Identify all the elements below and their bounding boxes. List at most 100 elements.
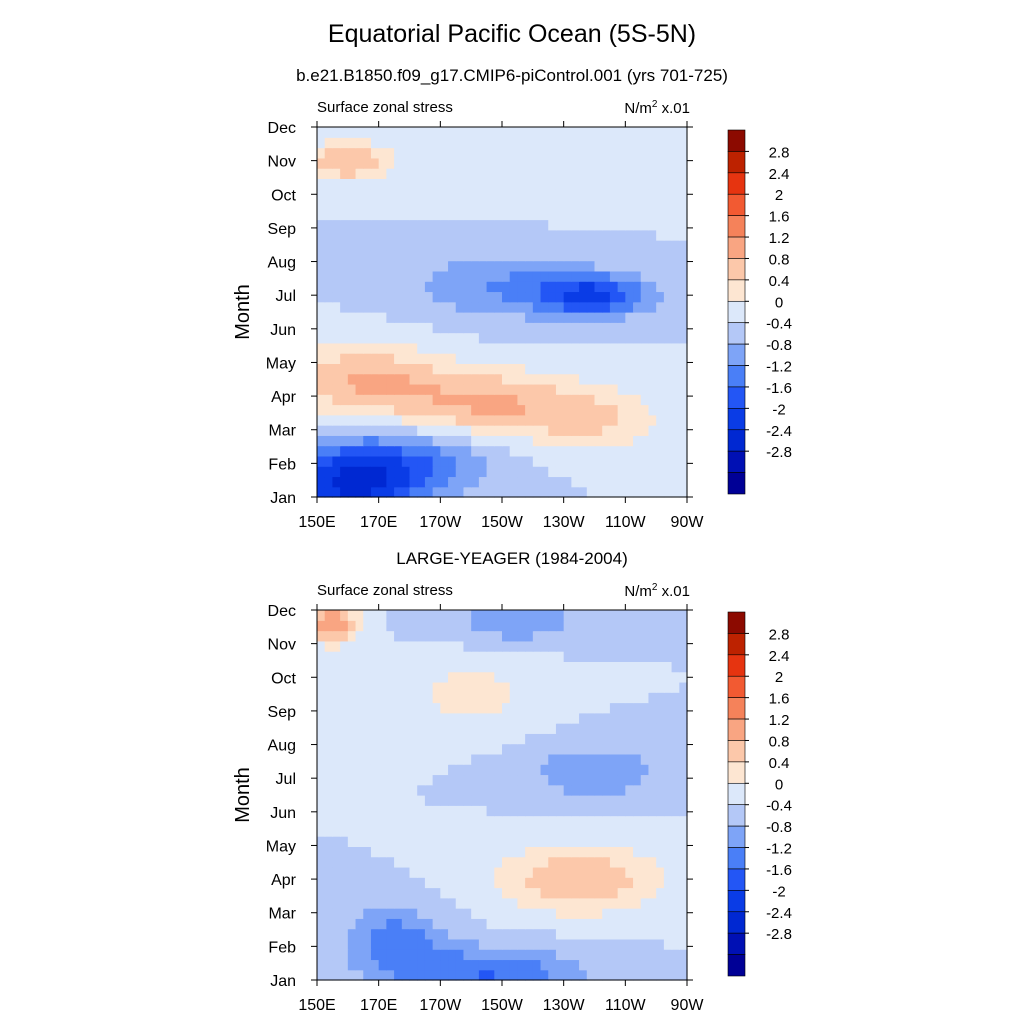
field-cell: [463, 281, 472, 293]
field-cell: [617, 363, 626, 375]
field-cell: [448, 260, 457, 272]
field-cell: [424, 928, 434, 940]
field-cell: [486, 373, 495, 385]
colorbar-box: [727, 697, 746, 720]
field-cell: [363, 270, 372, 282]
field-cell: [602, 630, 611, 642]
field-cell: [633, 702, 642, 714]
field-cell: [633, 640, 642, 652]
field-cell: [394, 383, 403, 395]
field-cell: [386, 383, 395, 395]
field-cell: [509, 229, 519, 241]
field-cell: [378, 661, 387, 673]
field-cell: [609, 250, 619, 262]
field-cell: [656, 908, 665, 919]
field-cell: [671, 723, 680, 734]
field-cell: [648, 250, 657, 262]
field-cell: [347, 353, 357, 364]
field-cell: [563, 651, 572, 662]
field-cell: [332, 753, 341, 765]
field-cell: [594, 723, 603, 734]
field-cell: [332, 219, 341, 231]
field-cell: [324, 342, 334, 354]
field-cell: [494, 322, 503, 334]
field-cell: [633, 661, 642, 673]
field-cell: [386, 270, 395, 282]
field-cell: [671, 270, 680, 282]
field-cell: [494, 198, 503, 210]
field-cell: [571, 743, 580, 755]
field-cell: [432, 640, 441, 652]
field-cell: [609, 784, 619, 796]
field-cell: [478, 661, 488, 673]
field-cell: [571, 455, 580, 467]
field-cell: [448, 342, 457, 354]
colorbar-label: -1.6: [766, 862, 792, 879]
field-cell: [471, 877, 480, 889]
field-cell: [463, 856, 472, 868]
field-cell: [548, 353, 557, 364]
field-cell: [424, 260, 434, 272]
colorbar-box: [727, 611, 746, 634]
field-cell: [478, 394, 488, 406]
field-cell: [579, 455, 588, 467]
field-cell: [633, 620, 642, 632]
field-cell: [317, 425, 326, 436]
field-cell: [594, 908, 603, 919]
colorbar-box: [727, 782, 746, 806]
field-cell: [409, 198, 418, 210]
field-cell: [440, 908, 449, 919]
field-cell: [602, 928, 611, 940]
field-cell: [471, 908, 480, 919]
field-cell: [340, 178, 349, 190]
field-cell: [355, 702, 364, 714]
field-cell: [324, 301, 334, 313]
field-cell: [586, 640, 596, 652]
field-cell: [455, 219, 465, 231]
x-tick-label: 110W: [605, 514, 647, 531]
field-cell: [502, 887, 511, 899]
field-cell: [525, 897, 534, 909]
field-cell: [432, 322, 441, 334]
field-cell: [355, 774, 364, 786]
field-cell: [494, 949, 503, 961]
field-cell: [478, 928, 488, 940]
field-cell: [448, 219, 457, 231]
field-cell: [378, 332, 387, 344]
field-cell: [555, 455, 565, 467]
field-cell: [640, 229, 650, 241]
field-cell: [625, 383, 634, 395]
field-cell: [401, 887, 411, 899]
y-axis-label: Month: [232, 767, 254, 823]
field-cell: [347, 969, 357, 981]
field-cell: [640, 877, 650, 889]
field-cell: [532, 897, 542, 909]
field-cell: [432, 168, 441, 179]
field-cell: [671, 908, 680, 919]
field-cell: [525, 877, 534, 889]
field-cell: [640, 404, 650, 416]
colorbar-box: [727, 472, 746, 495]
field-cell: [386, 404, 395, 416]
field-cell: [478, 137, 488, 149]
field-cell: [332, 908, 341, 919]
field-cell: [571, 959, 580, 971]
field-cell: [440, 764, 449, 776]
field-cell: [401, 342, 411, 354]
field-cell: [525, 723, 534, 734]
field-cell: [609, 476, 619, 488]
panel-1-title: b.e21.B1850.f09_g17.CMIP6-piControl.001 …: [296, 66, 728, 85]
field-cell: [332, 723, 341, 734]
field-cell: [656, 671, 665, 683]
field-cell: [548, 332, 557, 344]
field-cell: [540, 312, 549, 323]
field-cell: [563, 270, 572, 282]
field-cell: [471, 733, 480, 745]
field-cell: [355, 383, 364, 395]
field-cell: [347, 733, 357, 745]
field-cell: [332, 342, 341, 354]
colorbar-label: -2: [772, 401, 785, 418]
field-cell: [502, 743, 511, 755]
field-cell: [509, 383, 519, 395]
field-cell: [478, 229, 488, 241]
